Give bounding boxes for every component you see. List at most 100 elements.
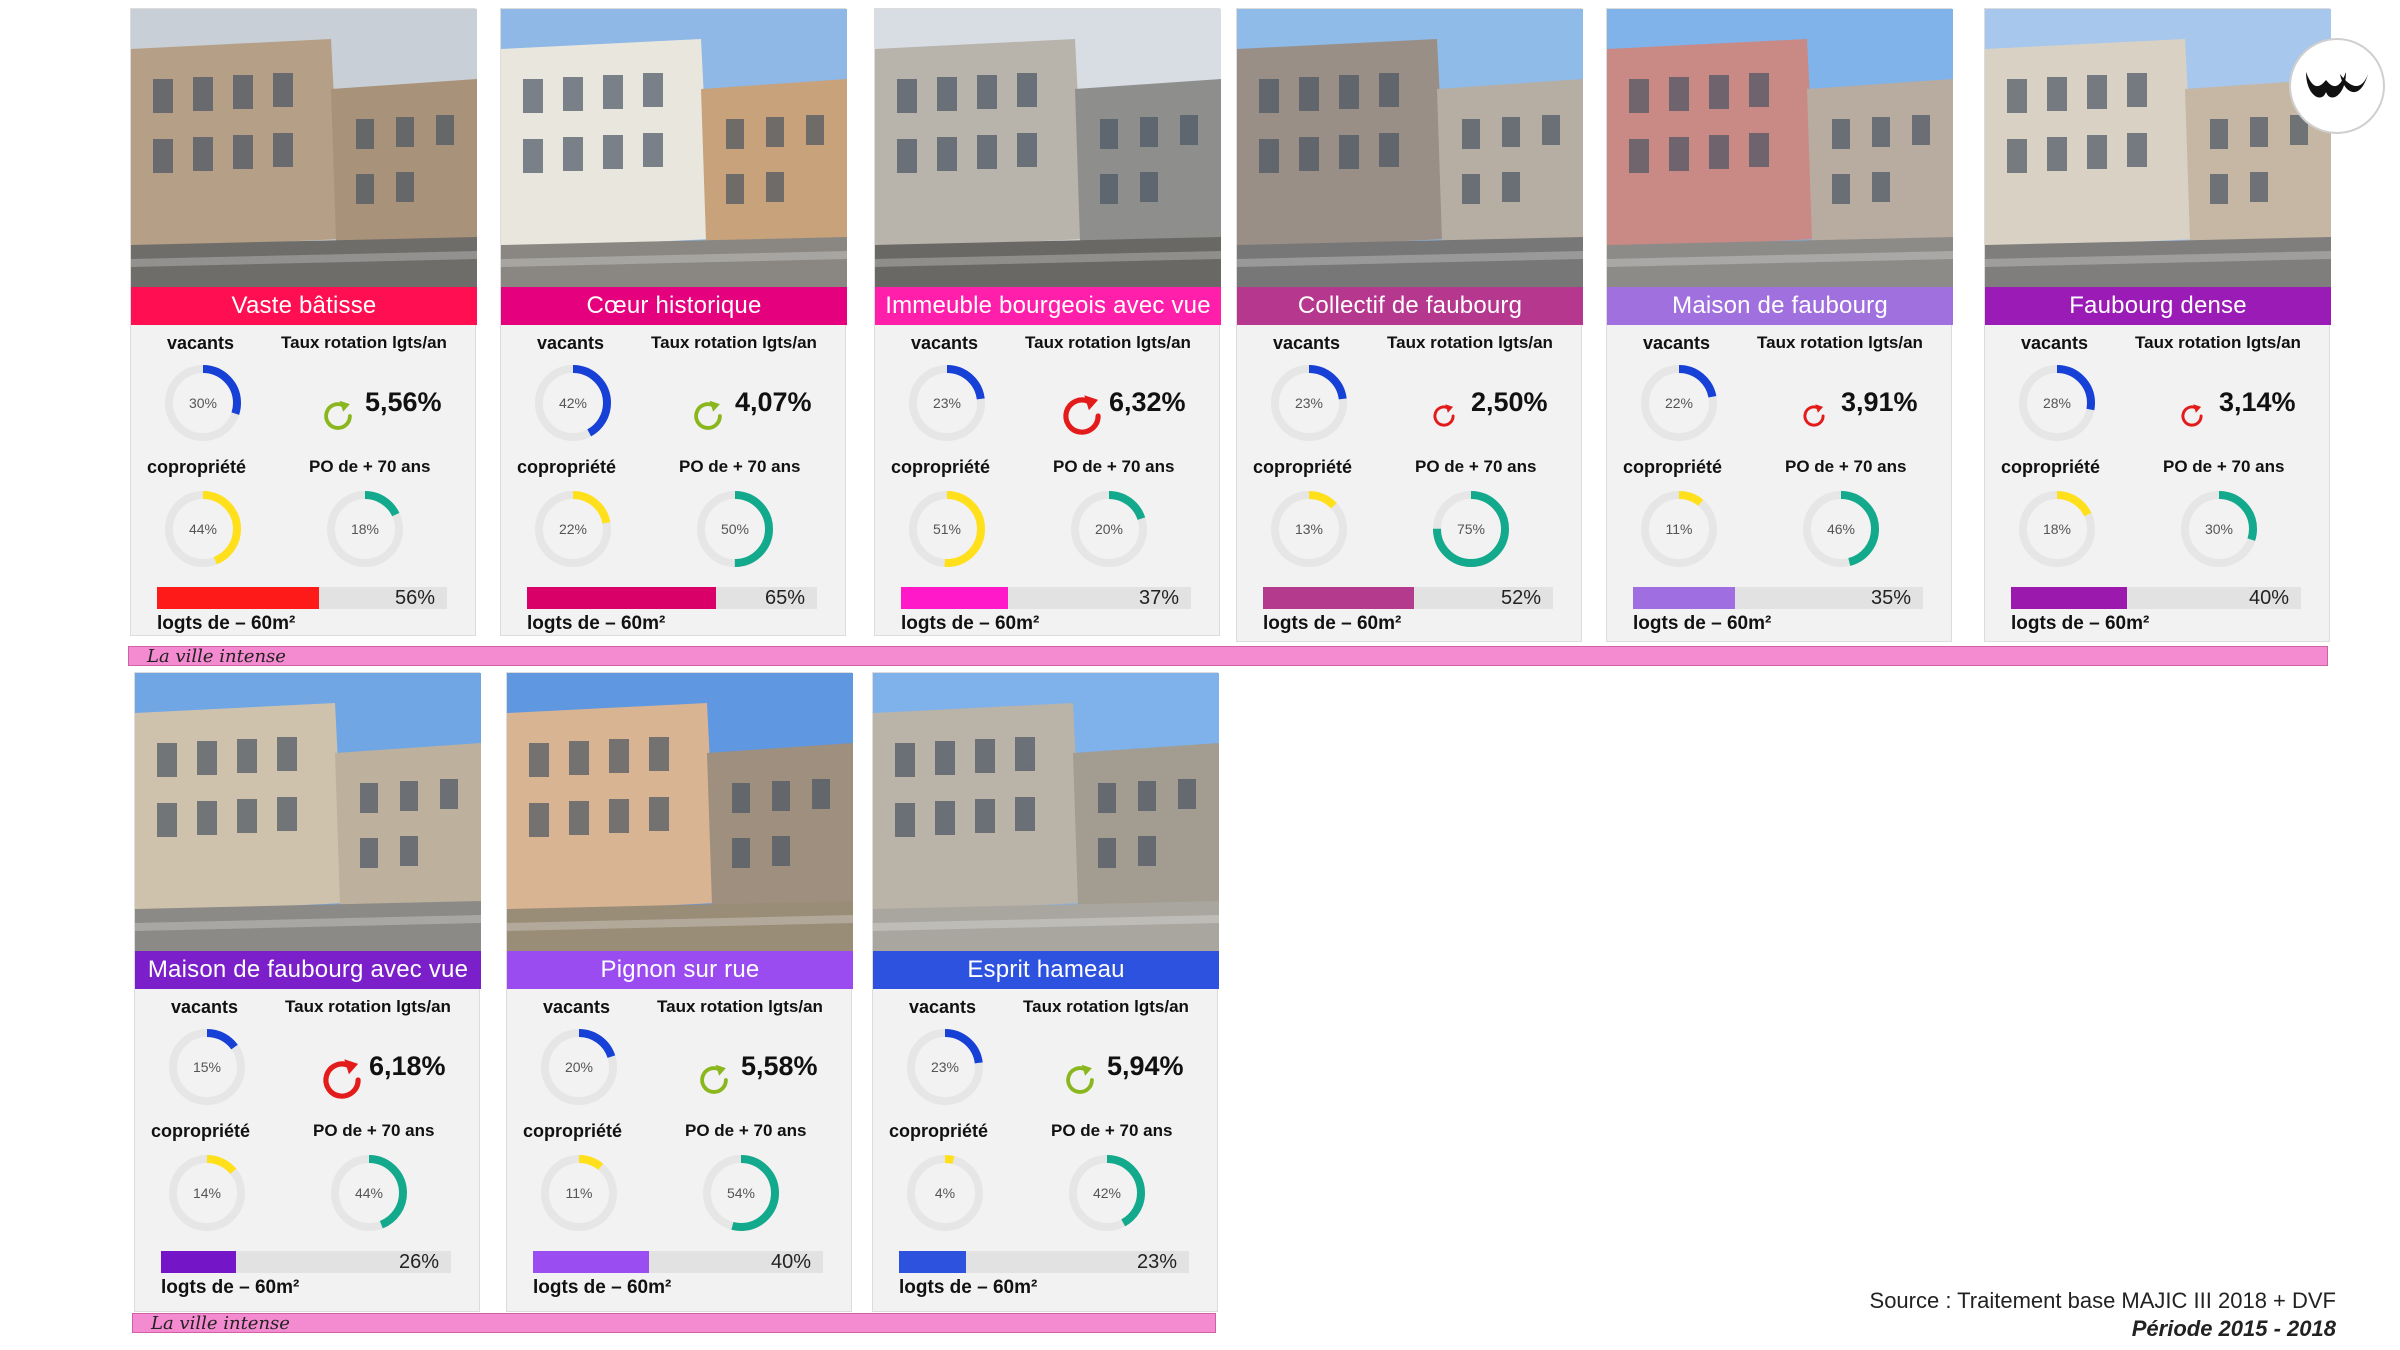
logts-value: 40% <box>2248 587 2289 609</box>
brand-logo-icon <box>2306 72 2368 98</box>
street-photo <box>501 9 847 287</box>
po70-ring: 54% <box>699 1151 783 1235</box>
po70-ring: 46% <box>1799 487 1883 571</box>
po70-label: PO de + 70 ans <box>679 457 801 476</box>
rotation-label: Taux rotation lgts/an <box>1387 333 1553 352</box>
logts-label: logts de – 60m² <box>1633 613 1772 634</box>
copro-value: 4% <box>934 1185 956 1201</box>
logts-bar: 40% <box>533 1251 823 1273</box>
typology-title: Vaste bâtisse <box>131 287 477 325</box>
copro-ring: 11% <box>1637 487 1721 571</box>
po70-label: PO de + 70 ans <box>1051 1121 1173 1140</box>
typology-title: Cœur historique <box>501 287 847 325</box>
po70-value: 75% <box>1456 521 1486 537</box>
street-photo <box>135 673 481 951</box>
rotation-icon <box>697 1063 731 1102</box>
logts-value: 40% <box>770 1251 811 1273</box>
logts-bar: 56% <box>157 587 447 609</box>
typology-card: Faubourg dense vacants Taux rotation lgt… <box>1984 8 2331 642</box>
logts-value: 65% <box>764 587 805 609</box>
vacants-label: vacants <box>1643 333 1711 353</box>
rotation-value: 4,07% <box>735 387 812 417</box>
po70-ring: 75% <box>1429 487 1513 571</box>
rotation-icon <box>321 399 355 438</box>
po70-label: PO de + 70 ans <box>309 457 431 476</box>
rotation-value: 3,14% <box>2219 387 2296 417</box>
category-strip-label: La ville intense <box>147 646 286 667</box>
rotation-value: 3,91% <box>1841 387 1918 417</box>
copro-label: copropriété <box>889 1121 989 1141</box>
rotation-value: 2,50% <box>1471 387 1548 417</box>
po70-label: PO de + 70 ans <box>1053 457 1175 476</box>
vacants-value: 42% <box>558 395 588 411</box>
logts-label: logts de – 60m² <box>1263 613 1402 634</box>
logts-bar-fill <box>1633 587 1735 609</box>
copro-ring: 4% <box>903 1151 987 1235</box>
copro-label: copropriété <box>891 457 991 477</box>
vacants-value: 30% <box>188 395 218 411</box>
typology-card: Vaste bâtisse vacants Taux rotation lgts… <box>130 8 477 636</box>
copro-ring: 22% <box>531 487 615 571</box>
street-photo <box>507 673 853 951</box>
typology-card: Collectif de faubourg vacants Taux rotat… <box>1236 8 1583 642</box>
vacants-ring: 23% <box>905 361 989 445</box>
street-photo <box>131 9 477 287</box>
typology-title: Maison de faubourg <box>1607 287 1953 325</box>
logts-bar-fill <box>1263 587 1414 609</box>
vacants-value: 20% <box>564 1059 594 1075</box>
logts-bar: 37% <box>901 587 1191 609</box>
po70-label: PO de + 70 ans <box>1785 457 1907 476</box>
category-strip-bottom: La ville intense <box>132 1313 1216 1334</box>
vacants-label: vacants <box>167 333 235 353</box>
vacants-value: 23% <box>932 395 962 411</box>
logts-value: 37% <box>1138 587 1179 609</box>
vacants-value: 23% <box>930 1059 960 1075</box>
po70-value: 46% <box>1826 521 1856 537</box>
logts-value: 23% <box>1136 1251 1177 1273</box>
vacants-label: vacants <box>1273 333 1341 353</box>
po70-value: 18% <box>350 521 380 537</box>
street-photo <box>1607 9 1953 287</box>
rotation-label: Taux rotation lgts/an <box>285 997 451 1016</box>
rotation-icon <box>1059 393 1105 444</box>
logts-value: 35% <box>1870 587 1911 609</box>
copro-label: copropriété <box>147 457 247 477</box>
copro-value: 11% <box>1665 521 1693 537</box>
rotation-icon <box>691 399 725 438</box>
typology-title: Faubourg dense <box>1985 287 2331 325</box>
street-photo <box>1237 9 1583 287</box>
rotation-label: Taux rotation lgts/an <box>651 333 817 352</box>
street-photo <box>873 673 1219 951</box>
po70-ring: 30% <box>2177 487 2261 571</box>
rotation-icon <box>2179 403 2205 434</box>
rotation-label: Taux rotation lgts/an <box>1025 333 1191 352</box>
po70-value: 54% <box>726 1185 756 1201</box>
vacants-ring: 23% <box>903 1025 987 1109</box>
vacants-value: 28% <box>2042 395 2072 411</box>
copro-value: 51% <box>932 521 962 537</box>
vacants-ring: 42% <box>531 361 615 445</box>
copro-value: 14% <box>192 1185 222 1201</box>
rotation-label: Taux rotation lgts/an <box>2135 333 2301 352</box>
po70-label: PO de + 70 ans <box>313 1121 435 1140</box>
typology-title: Maison de faubourg avec vue <box>135 951 481 989</box>
source-line: Source : Traitement base MAJIC III 2018 … <box>1869 1288 2336 1313</box>
rotation-icon <box>319 1057 365 1108</box>
po70-value: 20% <box>1094 521 1124 537</box>
vacants-ring: 15% <box>165 1025 249 1109</box>
copro-ring: 14% <box>165 1151 249 1235</box>
typology-card: Maison de faubourg vacants Taux rotation… <box>1606 8 1953 642</box>
typology-title: Esprit hameau <box>873 951 1219 989</box>
rotation-label: Taux rotation lgts/an <box>657 997 823 1016</box>
copro-ring: 11% <box>537 1151 621 1235</box>
po70-label: PO de + 70 ans <box>685 1121 807 1140</box>
vacants-value: 22% <box>1664 395 1694 411</box>
period-line: Période 2015 - 2018 <box>2131 1316 2336 1341</box>
logts-label: logts de – 60m² <box>2011 613 2150 634</box>
typology-card: Immeuble bourgeois avec vue vacants Taux… <box>874 8 1221 636</box>
typology-card: Maison de faubourg avec vue vacants Taux… <box>134 672 481 1312</box>
rotation-label: Taux rotation lgts/an <box>281 333 447 352</box>
typology-title: Collectif de faubourg <box>1237 287 1583 325</box>
copro-value: 44% <box>188 521 218 537</box>
vacants-ring: 28% <box>2015 361 2099 445</box>
